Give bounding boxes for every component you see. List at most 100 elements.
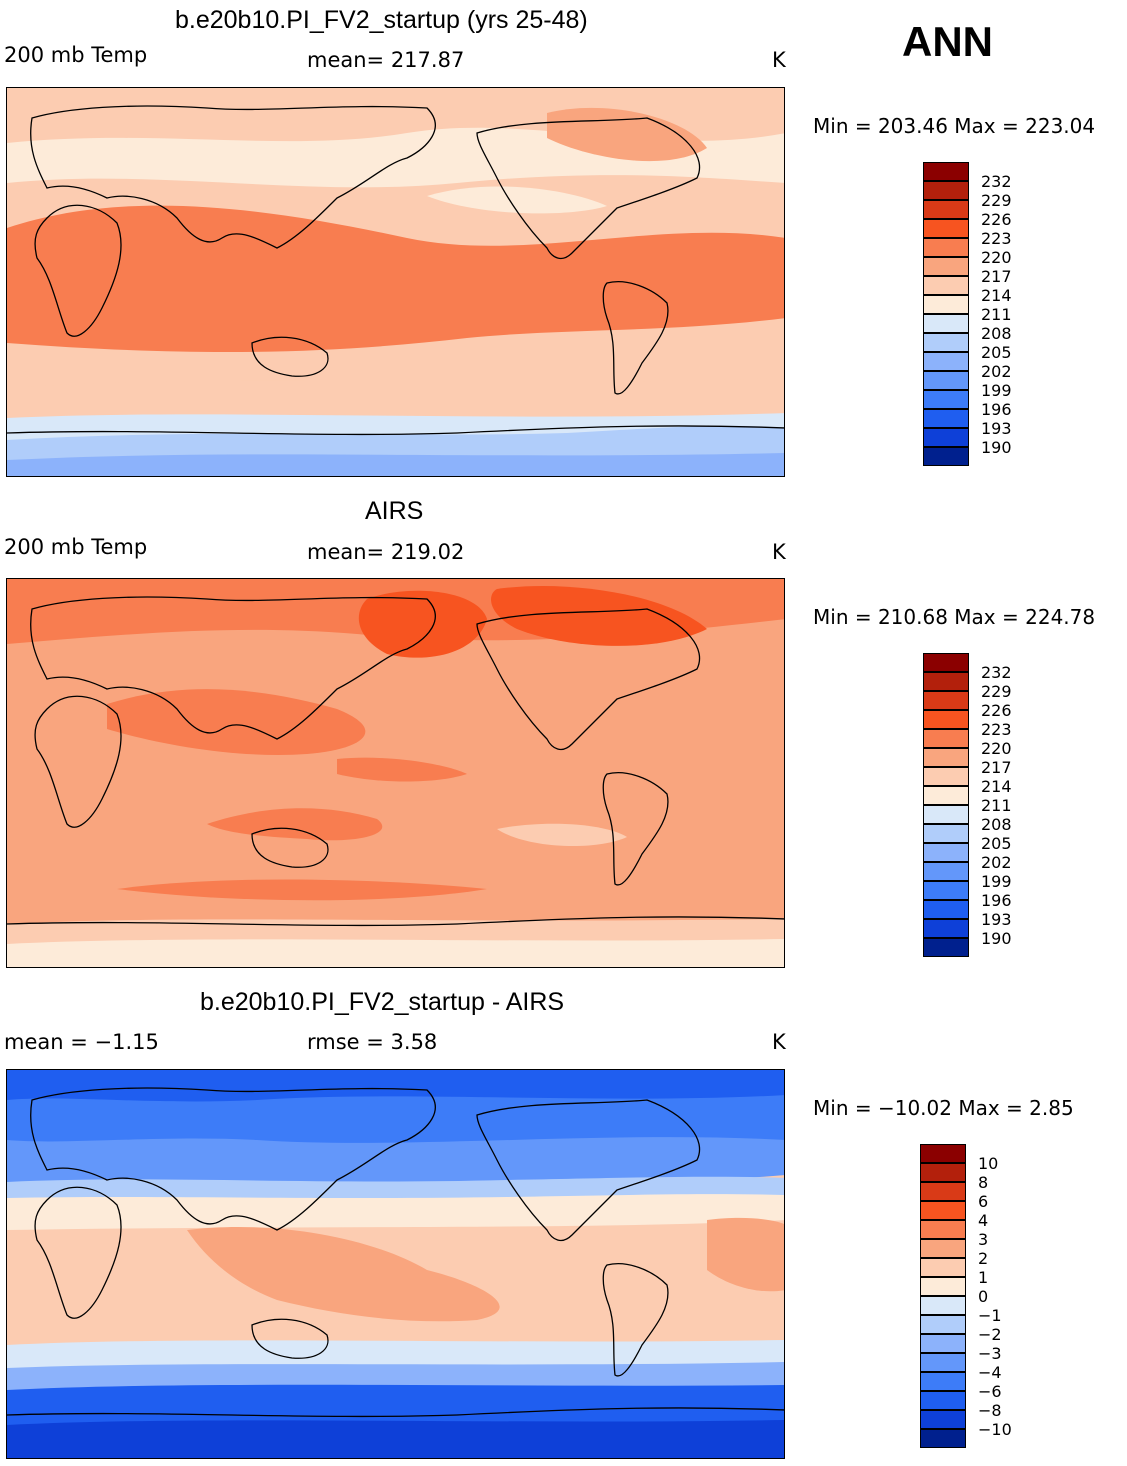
colorbar-1-swatch bbox=[923, 409, 969, 428]
colorbar-2-label: 211 bbox=[981, 796, 1012, 815]
map3-south-light bbox=[7, 1340, 784, 1370]
colorbar-2-swatch bbox=[923, 729, 969, 748]
colorbar-2-swatch bbox=[923, 938, 969, 957]
colorbar-1-label: 199 bbox=[981, 381, 1012, 400]
panel-2-units: K bbox=[772, 540, 786, 564]
colorbar-1-label: 211 bbox=[981, 305, 1012, 324]
colorbar-3-swatch bbox=[920, 1296, 966, 1315]
colorbar-1-label: 229 bbox=[981, 191, 1012, 210]
colorbar-3-swatch bbox=[920, 1201, 966, 1220]
colorbar-3-label: 3 bbox=[978, 1230, 989, 1249]
panel-3-units: K bbox=[772, 1030, 786, 1054]
colorbar-1-swatch bbox=[923, 181, 969, 200]
map3-indo-pacific-patch bbox=[187, 1226, 500, 1322]
map2-asia-tropics bbox=[107, 689, 366, 755]
colorbar-1-label: 232 bbox=[981, 172, 1012, 191]
colorbar-1-label: 202 bbox=[981, 362, 1012, 381]
panel-1-units: K bbox=[772, 48, 786, 72]
colorbar-2-label: 220 bbox=[981, 739, 1012, 758]
colorbar-3-swatch bbox=[920, 1182, 966, 1201]
map3-atlantic-patch bbox=[707, 1217, 784, 1292]
panel-2-mean-label: mean= 219.02 bbox=[307, 540, 465, 564]
colorbar-3-label: 8 bbox=[978, 1173, 989, 1192]
panel-3-mean-label: mean = −1.15 bbox=[4, 1030, 159, 1054]
colorbar-2-label: 193 bbox=[981, 910, 1012, 929]
colorbar-3-swatch bbox=[920, 1410, 966, 1429]
colorbar-1-swatch bbox=[923, 314, 969, 333]
map1-south-band bbox=[7, 378, 784, 418]
map1-antarctic-deep bbox=[7, 453, 784, 476]
colorbar-1-label: 217 bbox=[981, 267, 1012, 286]
colorbar-1-label: 223 bbox=[981, 229, 1012, 248]
colorbar-1-label: 220 bbox=[981, 248, 1012, 267]
colorbar-2-swatch bbox=[923, 805, 969, 824]
colorbar-2-label: 199 bbox=[981, 872, 1012, 891]
colorbar-3-swatch bbox=[920, 1334, 966, 1353]
panel-3-rmse-label: rmse = 3.58 bbox=[307, 1030, 438, 1054]
colorbar-2-swatch bbox=[923, 843, 969, 862]
colorbar-1-label: 226 bbox=[981, 210, 1012, 229]
colorbar-1-swatch bbox=[923, 200, 969, 219]
colorbar-1-label: 214 bbox=[981, 286, 1012, 305]
colorbar-3-label: −1 bbox=[978, 1306, 1002, 1325]
colorbar-3-label: 6 bbox=[978, 1192, 989, 1211]
colorbar-2-swatch bbox=[923, 767, 969, 786]
colorbar-3-swatch bbox=[920, 1163, 966, 1182]
colorbar-2-swatch bbox=[923, 710, 969, 729]
colorbar-3-swatch bbox=[920, 1353, 966, 1372]
colorbar-3-label: −3 bbox=[978, 1344, 1002, 1363]
colorbar-2-label: 232 bbox=[981, 663, 1012, 682]
panel-2-title: AIRS bbox=[365, 497, 424, 525]
map2-pacific-patch bbox=[337, 757, 467, 782]
map2-antarctic-light bbox=[7, 939, 784, 967]
colorbar-2-label: 190 bbox=[981, 929, 1012, 948]
panel-1-mean-label: mean= 217.87 bbox=[307, 48, 465, 72]
colorbar-1-swatch bbox=[923, 371, 969, 390]
colorbar-3-swatch bbox=[920, 1315, 966, 1334]
colorbar-2-label: 202 bbox=[981, 853, 1012, 872]
colorbar-3-label: 1 bbox=[978, 1268, 989, 1287]
colorbar-2-label: 223 bbox=[981, 720, 1012, 739]
colorbar-2-swatch bbox=[923, 653, 969, 672]
colorbar-2-label: 208 bbox=[981, 815, 1012, 834]
colorbar-3-swatch bbox=[920, 1429, 966, 1448]
colorbar-2-label: 226 bbox=[981, 701, 1012, 720]
map1-pacific-light bbox=[427, 186, 607, 214]
map3-coastlines bbox=[7, 1087, 784, 1418]
colorbar-2-swatch bbox=[923, 748, 969, 767]
colorbar-3-swatch bbox=[920, 1239, 966, 1258]
map3-arctic bbox=[7, 1070, 784, 1102]
colorbar-2-swatch bbox=[923, 900, 969, 919]
colorbar-2-label: 214 bbox=[981, 777, 1012, 796]
map3-north-pale bbox=[7, 1205, 784, 1230]
map1-coastlines bbox=[7, 105, 784, 436]
colorbar-1-label: 208 bbox=[981, 324, 1012, 343]
colorbar-3-label: 2 bbox=[978, 1249, 989, 1268]
map2-canada-patch bbox=[491, 585, 707, 646]
colorbar-3-swatch bbox=[920, 1258, 966, 1277]
colorbar-3-label: −4 bbox=[978, 1363, 1002, 1382]
colorbar-3-swatch bbox=[920, 1220, 966, 1239]
map1-tropics-band bbox=[7, 205, 784, 353]
map3-north-light bbox=[7, 1176, 784, 1201]
panel-2-minmax: Min = 210.68 Max = 224.78 bbox=[813, 605, 1096, 629]
colorbar-1-swatch bbox=[923, 276, 969, 295]
colorbar-3-label: −10 bbox=[978, 1420, 1012, 1439]
panel-3-title: b.e20b10.PI_FV2_startup - AIRS bbox=[200, 988, 565, 1016]
colorbar-3-label: 10 bbox=[978, 1154, 999, 1173]
colorbar-3-label: −6 bbox=[978, 1382, 1002, 1401]
colorbar-2-label: 229 bbox=[981, 682, 1012, 701]
map3-north-transition bbox=[7, 1194, 784, 1210]
colorbar-1-swatch bbox=[923, 333, 969, 352]
colorbar-1-swatch bbox=[923, 390, 969, 409]
map2-south-tropics bbox=[117, 879, 487, 901]
colorbar-1-swatch bbox=[923, 352, 969, 371]
colorbar-1-swatch bbox=[923, 257, 969, 276]
colorbar-2-label: 217 bbox=[981, 758, 1012, 777]
panel-1-title: b.e20b10.PI_FV2_startup (yrs 25-48) bbox=[175, 6, 588, 34]
colorbar-2-swatch bbox=[923, 919, 969, 938]
colorbar-3-swatch bbox=[920, 1144, 966, 1163]
map2-australia-patch bbox=[207, 808, 383, 841]
panel-2-left-label: 200 mb Temp bbox=[4, 535, 148, 559]
colorbar-1-swatch bbox=[923, 162, 969, 181]
